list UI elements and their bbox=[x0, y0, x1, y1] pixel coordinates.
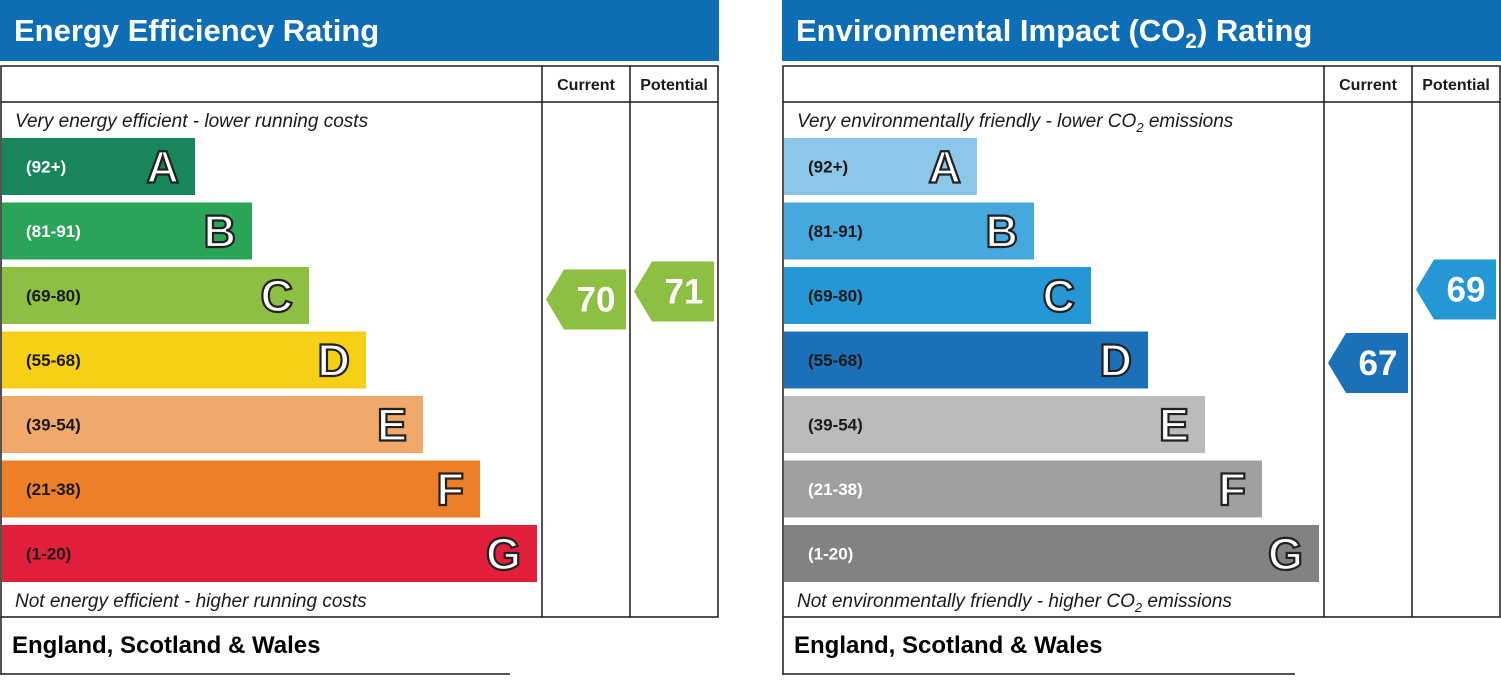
environmental-potential-header: Potential bbox=[1422, 77, 1490, 94]
environmental-band-d-letter: D bbox=[1100, 335, 1133, 386]
energy-current-rating-arrow bbox=[546, 269, 626, 330]
energy-bottom-note: Not energy efficient - higher running co… bbox=[15, 591, 367, 612]
environmental-footer-region: England, Scotland & Wales bbox=[794, 632, 1102, 659]
energy-top-note: Very energy efficient - lower running co… bbox=[15, 111, 369, 132]
environmental-panel-frame bbox=[782, 65, 1501, 618]
environmental-current-rating-value: 67 bbox=[1359, 344, 1398, 383]
environmental-band-g-bar bbox=[784, 525, 1319, 582]
energy-band-c-letter: C bbox=[261, 271, 294, 322]
environmental-band-e-range: (39-54) bbox=[808, 416, 863, 435]
energy-panel-header bbox=[0, 0, 719, 61]
environmental-current-header: Current bbox=[1339, 77, 1397, 94]
energy-band-b-letter: B bbox=[204, 206, 237, 257]
environmental-current-rating-arrow bbox=[1328, 333, 1408, 393]
environmental-bands: (92+) A (81-91) B (69-80) C (55-68) D (39-54) E (2… bbox=[784, 138, 1319, 582]
environmental-band-f-range: (21-38) bbox=[808, 480, 863, 499]
environmental-band-d-range: (55-68) bbox=[808, 351, 863, 370]
environmental-band-c-letter: C bbox=[1043, 271, 1076, 322]
energy-band-c-bar bbox=[2, 267, 309, 324]
energy-rating-arrows: 70 71 bbox=[546, 261, 714, 330]
environmental-band-f-letter: F bbox=[1219, 464, 1247, 515]
energy-band-a-bar bbox=[2, 138, 195, 195]
energy-bands: (92+) A (81-91) B (69-80) C (55-68) D (39-54) E (2… bbox=[2, 138, 537, 582]
environmental-top-note: Very environmentally friendly - lower CO… bbox=[797, 111, 1234, 135]
energy-current-rating-value: 70 bbox=[577, 281, 616, 320]
energy-footer-region: England, Scotland & Wales bbox=[12, 632, 320, 659]
energy-band-f-bar bbox=[2, 460, 480, 518]
environmental-band-a-bar bbox=[784, 138, 977, 195]
environmental-band-e-letter: E bbox=[1159, 400, 1189, 451]
environmental-impact-panel: Environmental Impact (CO2) Rating Curren… bbox=[782, 0, 1501, 675]
energy-panel-frame bbox=[0, 65, 719, 618]
energy-band-b-range: (81-91) bbox=[26, 222, 81, 241]
energy-band-f-letter: F bbox=[437, 464, 465, 515]
energy-band-b-bar bbox=[2, 202, 252, 260]
energy-potential-rating-value: 71 bbox=[665, 273, 704, 312]
environmental-band-f-bar bbox=[784, 460, 1262, 518]
environmental-panel-header bbox=[782, 0, 1501, 61]
energy-band-g-range: (1-20) bbox=[26, 545, 71, 564]
environmental-band-b-letter: B bbox=[986, 206, 1019, 257]
energy-band-g-letter: G bbox=[486, 529, 521, 580]
energy-band-d-range: (55-68) bbox=[26, 351, 81, 370]
energy-band-e-bar bbox=[2, 396, 423, 453]
energy-band-g-bar bbox=[2, 525, 537, 582]
environmental-band-b-range: (81-91) bbox=[808, 222, 863, 241]
energy-potential-header: Potential bbox=[640, 77, 708, 94]
energy-band-d-letter: D bbox=[318, 335, 351, 386]
energy-band-f-range: (21-38) bbox=[26, 480, 81, 499]
environmental-potential-rating-value: 69 bbox=[1447, 271, 1486, 310]
environmental-rating-arrows: 67 69 bbox=[1328, 259, 1496, 393]
energy-current-header: Current bbox=[557, 77, 615, 94]
energy-band-e-range: (39-54) bbox=[26, 416, 81, 435]
energy-efficiency-panel: Energy Efficiency Rating Current Potenti… bbox=[0, 0, 719, 675]
energy-band-c-range: (69-80) bbox=[26, 287, 81, 306]
environmental-panel-title: Environmental Impact (CO2) Rating bbox=[796, 13, 1312, 53]
environmental-band-c-range: (69-80) bbox=[808, 287, 863, 306]
energy-band-e-letter: E bbox=[377, 400, 407, 451]
environmental-band-a-letter: A bbox=[929, 142, 962, 193]
energy-band-a-letter: A bbox=[147, 142, 180, 193]
energy-potential-rating-arrow bbox=[634, 261, 714, 322]
environmental-band-a-range: (92+) bbox=[808, 158, 848, 177]
environmental-band-c-bar bbox=[784, 267, 1091, 324]
environmental-bottom-note: Not environmentally friendly - higher CO… bbox=[797, 591, 1232, 615]
environmental-band-e-bar bbox=[784, 396, 1205, 453]
environmental-band-g-range: (1-20) bbox=[808, 545, 853, 564]
environmental-potential-rating-arrow bbox=[1416, 259, 1496, 320]
energy-band-d-bar bbox=[2, 331, 366, 389]
environmental-band-b-bar bbox=[784, 202, 1034, 260]
energy-band-a-range: (92+) bbox=[26, 158, 66, 177]
energy-panel-title: Energy Efficiency Rating bbox=[14, 13, 379, 48]
environmental-band-d-bar bbox=[784, 331, 1148, 389]
environmental-band-g-letter: G bbox=[1268, 529, 1303, 580]
